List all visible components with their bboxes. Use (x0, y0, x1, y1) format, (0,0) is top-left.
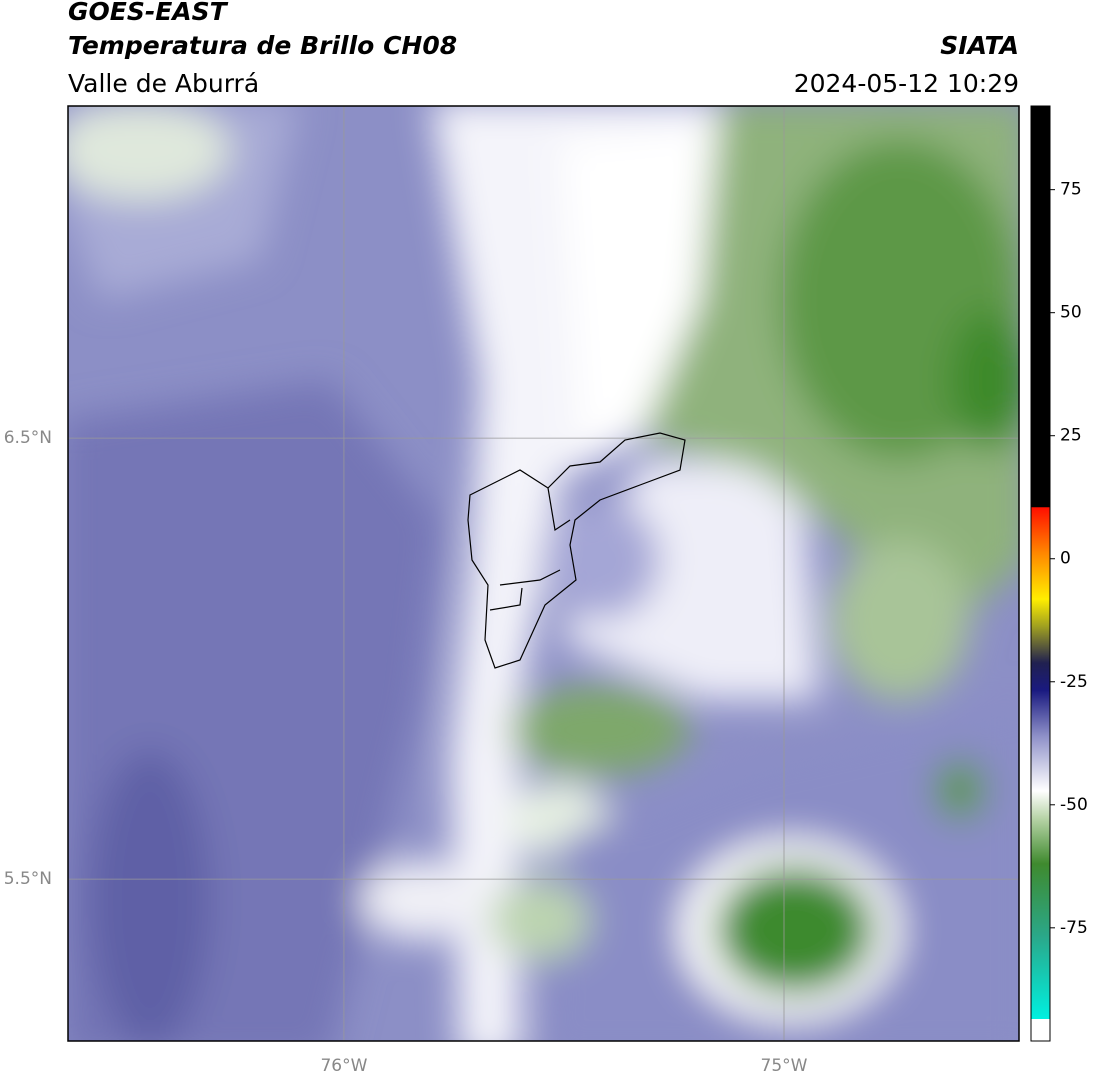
cloud (360, 860, 480, 940)
colorbar-tick-label: -50 (1060, 795, 1088, 815)
vegetation-warm (830, 540, 970, 700)
valle-aburra-outline (467, 432, 686, 669)
y-tick-label: 5.5°N (4, 869, 52, 889)
cloud-field (68, 106, 1019, 1041)
source: SIATA (940, 31, 1019, 60)
subtitle: Temperatura de Brillo CH08 (68, 31, 457, 60)
colorbar-tick-label: 25 (1060, 426, 1082, 446)
colorbar-tick-label: 75 (1060, 180, 1082, 200)
cloud (68, 106, 230, 200)
imagery (68, 106, 1019, 1041)
vegetation-warm (935, 760, 985, 820)
map-frame (67, 105, 1020, 1042)
vegetation-warm (510, 685, 690, 775)
vegetation-warm (950, 310, 1019, 450)
timestamp: 2024-05-12 10:29 (794, 69, 1019, 98)
x-tick-label: 76°W (320, 1056, 367, 1076)
vegetation-warm (490, 880, 590, 960)
colorbar-tick-label: 0 (1060, 549, 1071, 569)
colorbar-tick-label: -75 (1060, 918, 1088, 938)
colorbar-under (1031, 1019, 1050, 1041)
x-tick-label: 75°W (761, 1056, 808, 1076)
vegetation-warm (715, 865, 875, 995)
y-tick-label: 6.5°N (4, 428, 52, 448)
colorbar-tick-label: 50 (1060, 303, 1082, 323)
title: GOES-EAST (68, 0, 229, 26)
region: Valle de Aburrá (68, 69, 259, 98)
cloud (540, 500, 660, 620)
cold-area (90, 750, 210, 1041)
colorbar-frame (1030, 105, 1051, 1042)
colorbar-tick-label: -25 (1060, 672, 1088, 692)
graticule (68, 106, 1019, 1041)
colorbar (1031, 106, 1050, 1019)
